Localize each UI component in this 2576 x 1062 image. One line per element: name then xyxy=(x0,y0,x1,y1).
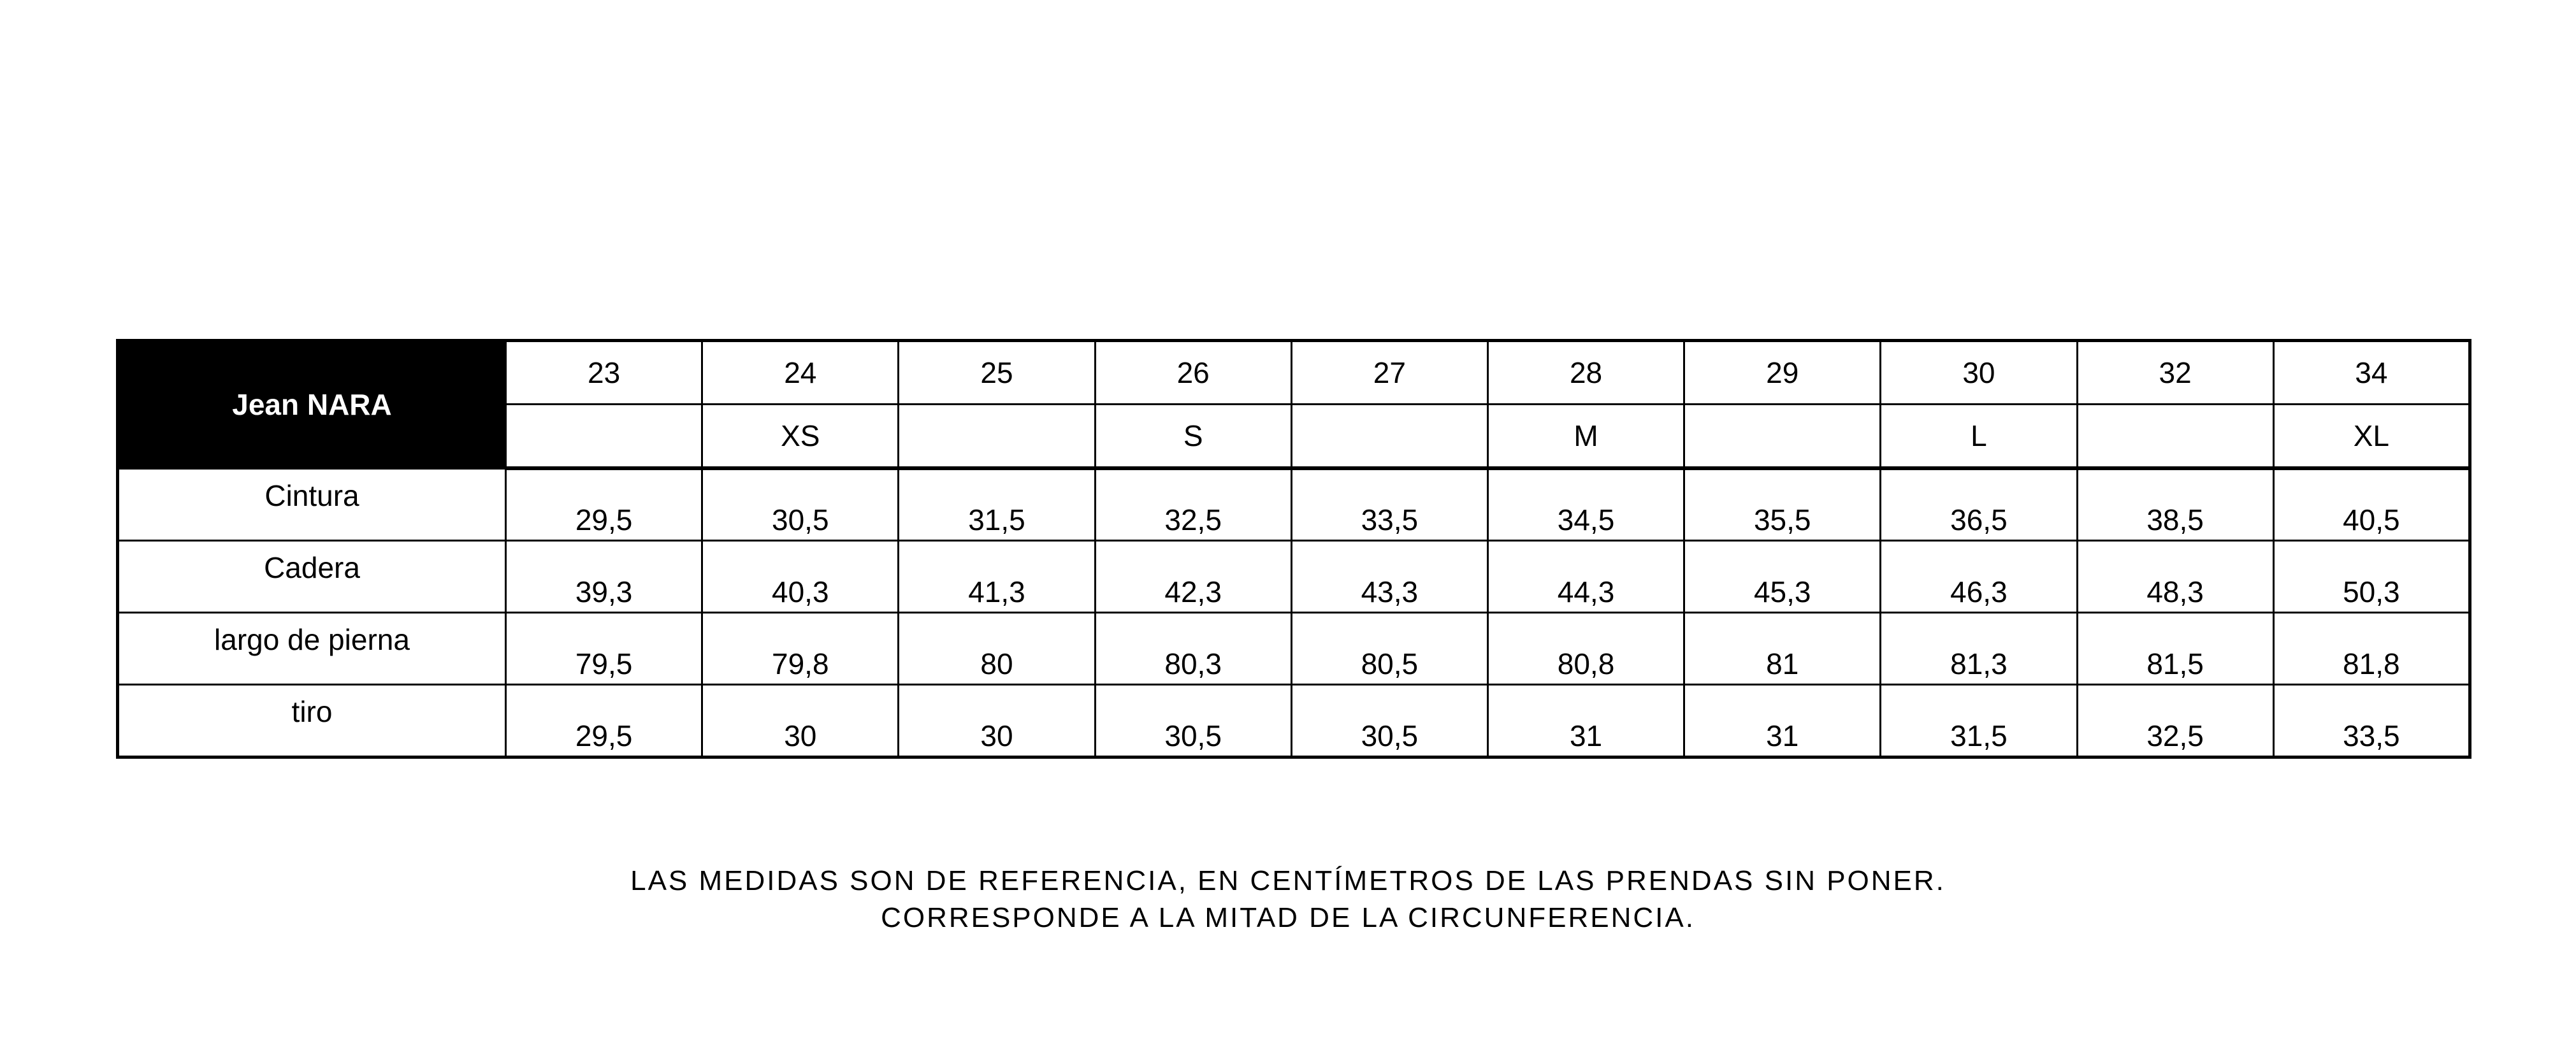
measurement-cell: 40,3 xyxy=(701,539,900,614)
measurement-cell: 30,5 xyxy=(701,467,900,542)
measurement-cell: 50,3 xyxy=(2272,539,2471,614)
size-letter-cell xyxy=(1290,403,1489,470)
size-letter-cell: M xyxy=(1486,403,1686,470)
size-number-cell: 29 xyxy=(1683,340,1882,405)
table-row: largo de pierna 79,5 79,8 80 80,3 80,5 80,8 81 8… xyxy=(117,611,2471,685)
row-label: tiro xyxy=(117,683,507,758)
row-label: largo de pierna xyxy=(117,611,507,685)
measurement-cell: 30,5 xyxy=(1094,683,1292,758)
header-row-sizes: Jean NARA 23 24 25 26 27 28 29 30 32 34 xyxy=(117,340,2471,470)
measurement-cell: 35,5 xyxy=(1683,467,1882,542)
table-row: Cintura 29,5 30,5 31,5 32,5 33,5 34,5 35,5 36,5 3… xyxy=(117,467,2471,542)
size-number-cell: 24 xyxy=(701,340,900,405)
size-letter-cell: S xyxy=(1094,403,1292,470)
measurement-cell: 31,5 xyxy=(1879,683,2078,758)
size-number-cell: 26 xyxy=(1094,340,1292,405)
size-number-cell: 28 xyxy=(1486,340,1686,405)
size-number-cell: 23 xyxy=(504,340,704,405)
measurement-cell: 40,5 xyxy=(2272,467,2471,542)
measurement-cell: 43,3 xyxy=(1290,539,1489,614)
size-number-cell: 34 xyxy=(2272,340,2471,405)
table-row: Cadera 39,3 40,3 41,3 42,3 43,3 44,3 45,3 46,3 48… xyxy=(117,539,2471,614)
measurement-cell: 30 xyxy=(897,683,1096,758)
size-letter-cell xyxy=(504,403,704,470)
measurement-cell: 30 xyxy=(701,683,900,758)
measurement-cell: 80,8 xyxy=(1486,611,1686,685)
row-label: Cadera xyxy=(117,539,507,614)
size-letter-cell xyxy=(2076,403,2275,470)
measurement-cell: 36,5 xyxy=(1879,467,2078,542)
table-row: tiro 29,5 30 30 30,5 30,5 31 31 31,5 32,5 33,5 xyxy=(117,683,2471,758)
measurement-cell: 81,8 xyxy=(2272,611,2471,685)
measurement-cell: 32,5 xyxy=(1094,467,1292,542)
measurement-cell: 81,5 xyxy=(2076,611,2275,685)
size-number-cell: 27 xyxy=(1290,340,1489,405)
measurement-cell: 79,5 xyxy=(504,611,704,685)
measurement-cell: 79,8 xyxy=(701,611,900,685)
size-number-cell: 30 xyxy=(1879,340,2078,405)
size-letter-cell: XL xyxy=(2272,403,2471,470)
size-letter-cell: L xyxy=(1879,403,2078,470)
measurement-cell: 41,3 xyxy=(897,539,1096,614)
measurement-cell: 34,5 xyxy=(1486,467,1686,542)
measurement-cell: 29,5 xyxy=(504,683,704,758)
measurement-cell: 80 xyxy=(897,611,1096,685)
measurement-cell: 31,5 xyxy=(897,467,1096,542)
measurement-cell: 80,5 xyxy=(1290,611,1489,685)
measurement-cell: 38,5 xyxy=(2076,467,2275,542)
measurement-cell: 31 xyxy=(1486,683,1686,758)
measurement-cell: 42,3 xyxy=(1094,539,1292,614)
header-row-letters: XS S M L XL xyxy=(118,403,2471,470)
measurement-cell: 29,5 xyxy=(504,467,704,542)
size-number-cell: 32 xyxy=(2076,340,2275,405)
measurement-cell: 30,5 xyxy=(1290,683,1489,758)
measurement-cell: 81,3 xyxy=(1879,611,2078,685)
measurement-cell: 39,3 xyxy=(504,539,704,614)
measurement-cell: 44,3 xyxy=(1486,539,1686,614)
size-letter-cell xyxy=(897,403,1096,470)
measurement-cell: 48,3 xyxy=(2076,539,2275,614)
measurement-cell: 81 xyxy=(1683,611,1882,685)
note-reference: LAS MEDIDAS SON DE REFERENCIA, EN CENTÍM… xyxy=(630,865,1946,896)
row-label: Cintura xyxy=(117,467,507,542)
size-letter-cell xyxy=(1683,403,1882,470)
measurement-cell: 33,5 xyxy=(1290,467,1489,542)
size-number-cell: 25 xyxy=(897,340,1096,405)
measurement-cell: 32,5 xyxy=(2076,683,2275,758)
table-title: Jean NARA xyxy=(117,340,507,470)
measurement-cell: 80,3 xyxy=(1094,611,1292,685)
measurement-cell: 31 xyxy=(1683,683,1882,758)
note-half-circumference: CORRESPONDE A LA MITAD DE LA CIRCUNFEREN… xyxy=(881,902,1695,933)
size-chart-table: Jean NARA 23 24 25 26 27 28 29 30 32 34 XS S M L XL Cint… xyxy=(116,339,2471,759)
measurement-cell: 33,5 xyxy=(2272,683,2471,758)
size-letter-cell: XS xyxy=(701,403,900,470)
measurement-cell: 46,3 xyxy=(1879,539,2078,614)
measurement-cell: 45,3 xyxy=(1683,539,1882,614)
